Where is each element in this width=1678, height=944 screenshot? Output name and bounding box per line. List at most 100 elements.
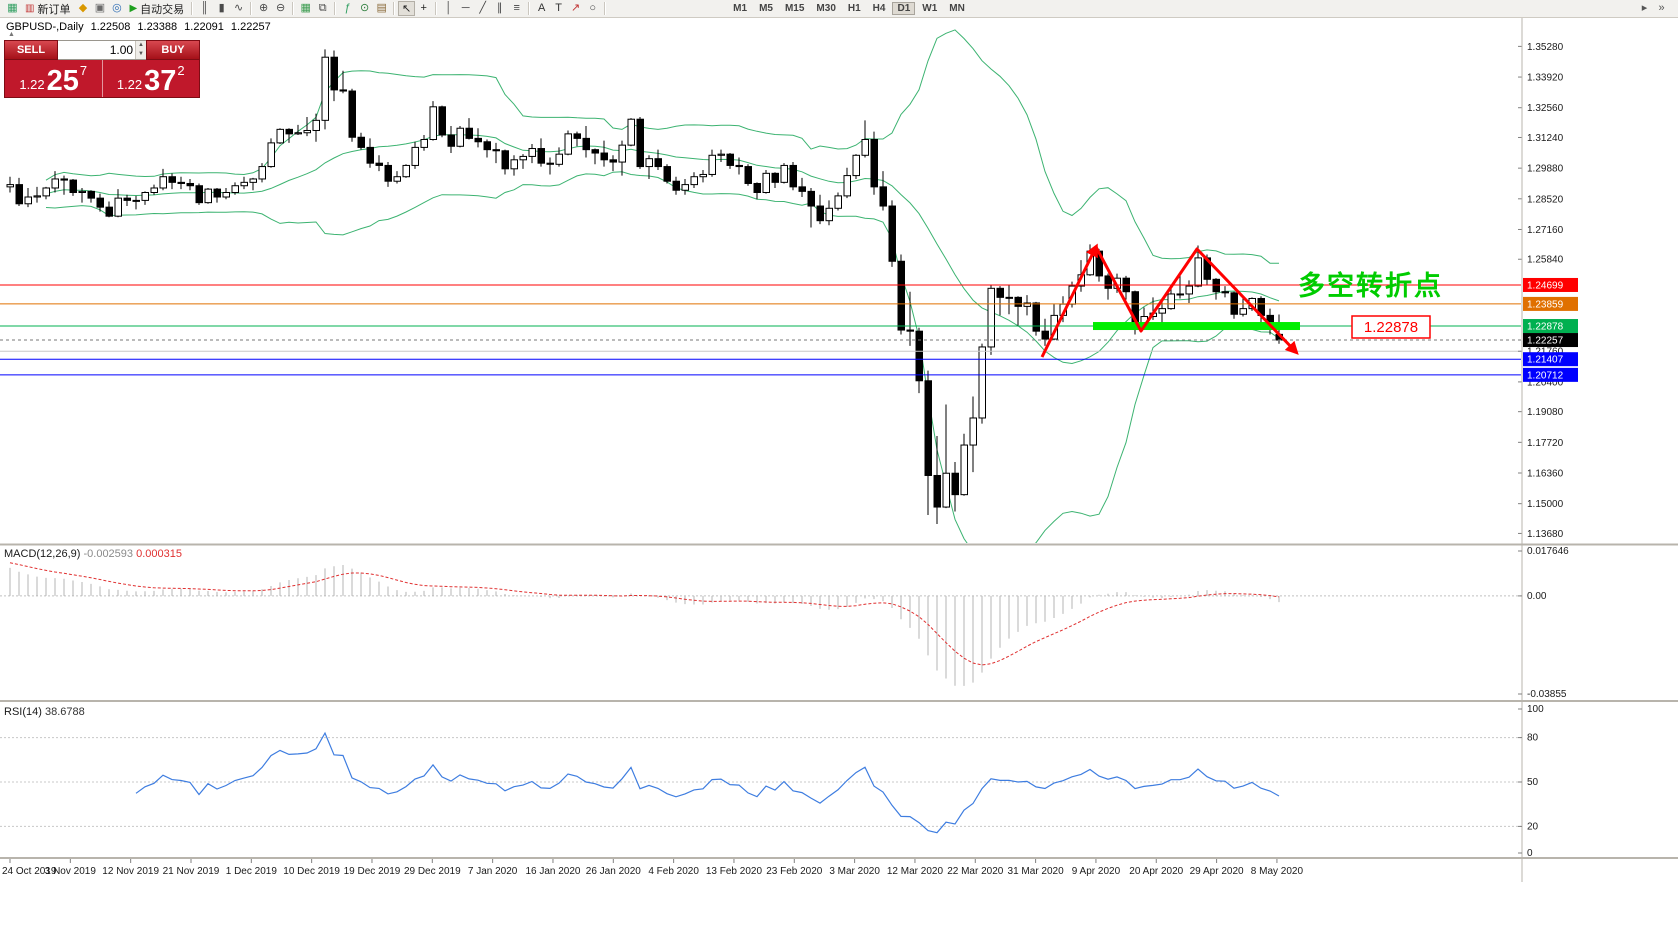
- indicators-icon[interactable]: ƒ: [344, 2, 351, 14]
- lot-spinner: ▲ ▼: [135, 41, 146, 59]
- svg-text:50: 50: [1527, 777, 1539, 788]
- panel-separator[interactable]: [0, 857, 1678, 859]
- one-click-trading-panel: SELL ▲ ▼ BUY 1.22 25 7 1.22 37 2: [4, 40, 200, 98]
- price-tag: 1.20712: [1523, 367, 1578, 382]
- svg-text:0.017646: 0.017646: [1527, 546, 1569, 557]
- alerts-icon[interactable]: ◆: [78, 2, 88, 14]
- svg-text:1.29880: 1.29880: [1527, 164, 1564, 175]
- crosshair-icon[interactable]: +: [420, 2, 427, 14]
- chart-shift-icon[interactable]: »: [1658, 2, 1665, 14]
- svg-text:23 Feb 2020: 23 Feb 2020: [766, 866, 823, 877]
- svg-text:10 Dec 2019: 10 Dec 2019: [283, 866, 340, 877]
- new-window-icon[interactable]: ⧉: [318, 2, 327, 14]
- timeframe-mn[interactable]: MN: [949, 3, 965, 14]
- cursor-icon[interactable]: ↖: [398, 1, 416, 16]
- quote-panel: 1.22 25 7 1.22 37 2: [4, 60, 200, 98]
- autotrading-button[interactable]: ▶ 自动交易: [125, 1, 188, 16]
- support-zone-bar[interactable]: [1093, 322, 1300, 331]
- panel-separator[interactable]: [0, 543, 1678, 546]
- arrows-icon[interactable]: ↗: [571, 2, 581, 14]
- timeframe-m30[interactable]: M30: [816, 3, 836, 14]
- sell-button[interactable]: SELL: [4, 40, 58, 60]
- trendline-icon[interactable]: ╱: [479, 2, 486, 14]
- toolbar-separator: [191, 2, 194, 15]
- text-label-icon[interactable]: T: [555, 2, 563, 14]
- price-tag: 1.21407: [1523, 352, 1578, 367]
- trend-zigzag-arrows[interactable]: [1040, 243, 1299, 358]
- svg-text:13 Feb 2020: 13 Feb 2020: [706, 866, 763, 877]
- vertical-line-icon[interactable]: │: [445, 2, 453, 14]
- timeframe-toolbar: M1 M5 M15 M30 H1 H4 D1 W1 MN: [727, 2, 971, 15]
- templates-icon[interactable]: ▤: [376, 2, 387, 14]
- fibonacci-icon[interactable]: ≡: [513, 2, 520, 14]
- buy-button[interactable]: BUY: [146, 40, 200, 60]
- turning-point-annotation[interactable]: 多空转折点: [1298, 270, 1443, 301]
- bar-chart-icon[interactable]: ║: [200, 2, 209, 14]
- svg-text:12 Mar 2020: 12 Mar 2020: [887, 866, 944, 877]
- chart-header: GBPUSD-,Daily 1.22508 1.23388 1.22091 1.…: [6, 21, 271, 33]
- svg-text:1.13680: 1.13680: [1527, 529, 1564, 540]
- toolbar: ▦ ▥ 新订单 ◆ ▣ ◎ ▶ 自动交易 ║ ▮ ∿ ⊕ ⊖ ▦ ⧉ ƒ ⊙ ▤ ↖ + │ ─ ╱ ∥ ≡ A T ↗ ○ M1 M5 M…: [0, 0, 1678, 18]
- data-window-icon[interactable]: ◎: [112, 2, 122, 14]
- ask-price[interactable]: 1.22 37 2: [103, 60, 200, 97]
- ask-big-figure: 1.22: [116, 77, 143, 92]
- timeframe-h1[interactable]: H1: [847, 3, 861, 14]
- new-order-button-label: 新订单: [37, 3, 71, 16]
- lot-size-input[interactable]: [58, 41, 136, 59]
- svg-text:12 Nov 2019: 12 Nov 2019: [102, 866, 159, 877]
- bid-pips: 25: [46, 65, 79, 98]
- zoom-out-icon[interactable]: ⊖: [276, 2, 286, 14]
- timeframe-m15[interactable]: M15: [784, 3, 805, 14]
- svg-text:1.16360: 1.16360: [1527, 469, 1564, 480]
- price-level-lines[interactable]: [0, 284, 1521, 376]
- shapes-icon[interactable]: ○: [589, 2, 596, 14]
- svg-text:22 Mar 2020: 22 Mar 2020: [947, 866, 1004, 877]
- svg-text:8 May 2020: 8 May 2020: [1251, 866, 1304, 877]
- svg-text:29 Apr 2020: 29 Apr 2020: [1190, 866, 1244, 877]
- svg-text:3 Nov 2019: 3 Nov 2019: [45, 866, 97, 877]
- timeframe-m1[interactable]: M1: [733, 3, 748, 14]
- timeframe-w1[interactable]: W1: [922, 3, 938, 14]
- toolbar-separator: [250, 2, 253, 15]
- chart-window-icon[interactable]: ▣: [94, 2, 106, 14]
- price-tag: 1.24699: [1523, 277, 1578, 292]
- timeframe-d1[interactable]: D1: [892, 2, 916, 15]
- panel-separator[interactable]: [0, 700, 1678, 702]
- new-order-button[interactable]: ▥ 新订单: [21, 1, 74, 16]
- candlestick-chart-icon[interactable]: ▮: [218, 2, 225, 14]
- tile-windows-icon[interactable]: ▦: [300, 2, 311, 14]
- auto-scroll-icon[interactable]: ▸: [1641, 2, 1648, 14]
- svg-text:29 Dec 2019: 29 Dec 2019: [404, 866, 461, 877]
- svg-text:1.25840: 1.25840: [1527, 255, 1564, 266]
- periods-icon[interactable]: ⊙: [360, 2, 370, 14]
- price-callout[interactable]: 1.22878: [1351, 315, 1431, 339]
- toolbar-separator: [604, 2, 607, 15]
- price-tag: 1.22257: [1523, 333, 1578, 348]
- timeframe-m5[interactable]: M5: [759, 3, 773, 14]
- low-value: 1.22091: [184, 21, 224, 33]
- new-chart-icon[interactable]: ▦: [7, 2, 18, 14]
- svg-text:1.20712: 1.20712: [1527, 370, 1564, 381]
- toolbar-separator: [528, 2, 531, 15]
- svg-text:1.28520: 1.28520: [1527, 194, 1564, 205]
- toolbar-separator: [393, 2, 396, 15]
- rsi-label: RSI(14) 38.6788: [4, 706, 85, 718]
- svg-text:1.20400: 1.20400: [1527, 377, 1564, 388]
- text-icon[interactable]: A: [537, 2, 546, 14]
- horizontal-line-icon[interactable]: ─: [461, 2, 470, 14]
- svg-text:7 Jan 2020: 7 Jan 2020: [468, 866, 518, 877]
- price-axis: 1.35280 1.33920 1.32560 1.31240 1.29880 1.285…: [1518, 42, 1578, 540]
- toolbar-items: ▦ ▥ 新订单 ◆ ▣ ◎ ▶ 自动交易 ║ ▮ ∿ ⊕ ⊖ ▦ ⧉ ƒ ⊙ ▤ ↖ + │ ─ ╱ ∥ ≡ A T ↗ ○: [4, 1, 609, 16]
- equidistant-channel-icon[interactable]: ∥: [496, 2, 503, 14]
- lot-decrease-button[interactable]: ▼: [136, 50, 146, 59]
- autotrading-icon: ▶: [129, 3, 138, 14]
- price-tag: 1.23859: [1523, 296, 1578, 311]
- timeframe-h4[interactable]: H4: [872, 3, 886, 14]
- trade-panel-collapse-icon[interactable]: ▲: [8, 31, 15, 38]
- zoom-in-icon[interactable]: ⊕: [259, 2, 269, 14]
- lot-increase-button[interactable]: ▲: [136, 41, 146, 50]
- line-chart-icon[interactable]: ∿: [234, 2, 244, 14]
- bid-price[interactable]: 1.22 25 7: [5, 60, 103, 97]
- svg-text:19 Dec 2019: 19 Dec 2019: [344, 866, 401, 877]
